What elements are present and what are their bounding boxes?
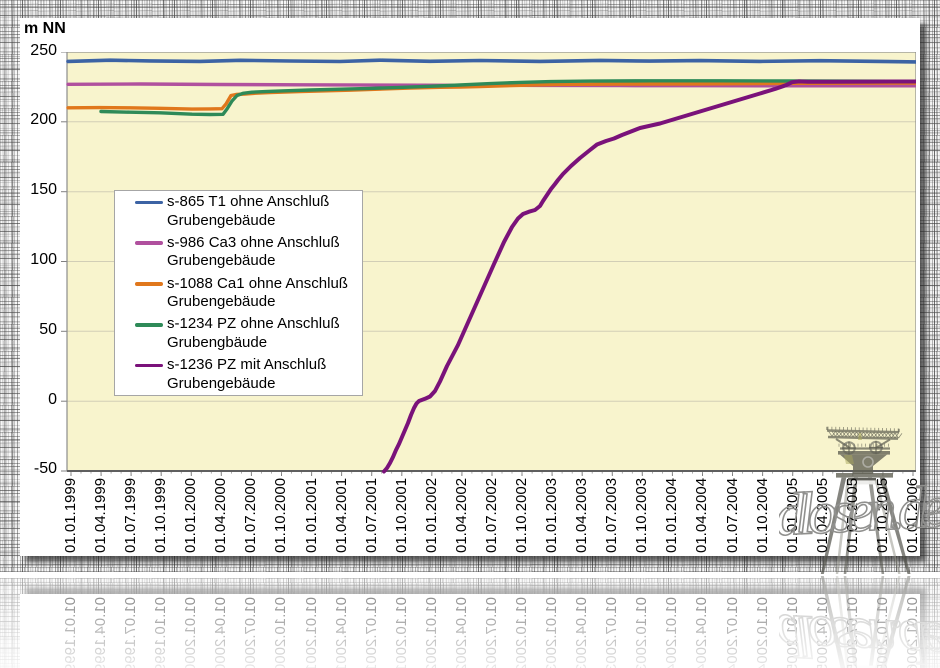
svg-text:dlosen.de: dlosen.de <box>779 479 940 548</box>
